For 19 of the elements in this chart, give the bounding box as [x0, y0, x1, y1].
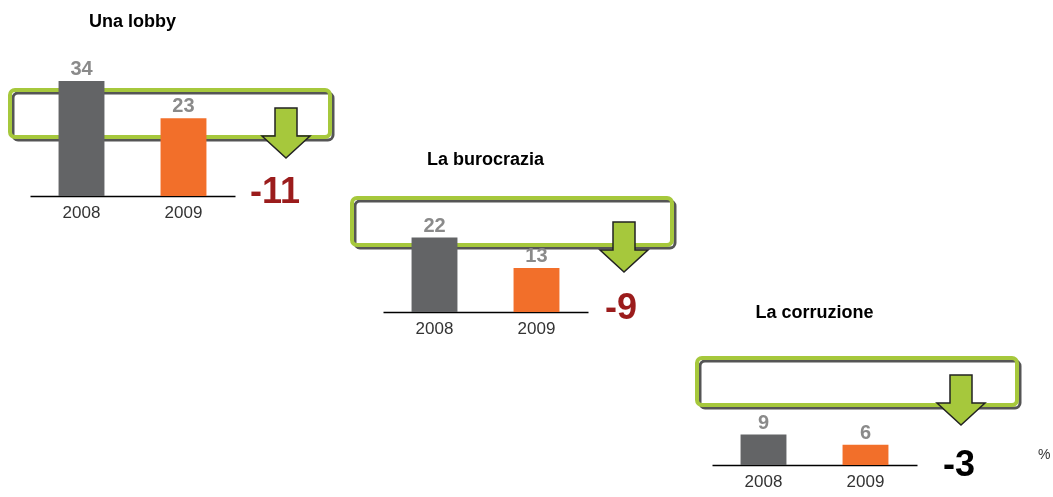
x-tick-label: 2009 — [517, 318, 556, 338]
x-tick-label: 2009 — [164, 202, 203, 222]
text: -11 — [250, 170, 301, 212]
data-label: 9 — [757, 410, 770, 433]
x-tick-label: 2008 — [415, 318, 454, 338]
text: -3 — [943, 443, 976, 485]
chart-title: La corruzione — [755, 302, 874, 322]
x-tick-label: 2008 — [744, 471, 783, 491]
data-label: 6 — [859, 420, 872, 443]
x-tick-label: 2009 — [846, 471, 885, 491]
chart-title: La burocrazia — [426, 149, 545, 169]
text: % — [1038, 446, 1051, 462]
chart-title: Una lobby — [88, 11, 177, 31]
data-label: 23 — [172, 94, 195, 117]
data-label: 13 — [525, 244, 548, 267]
data-label: 34 — [70, 57, 94, 79]
data-label: 22 — [423, 213, 446, 236]
annotation: -9 — [605, 286, 638, 328]
x-tick-label: 2008 — [62, 202, 101, 222]
